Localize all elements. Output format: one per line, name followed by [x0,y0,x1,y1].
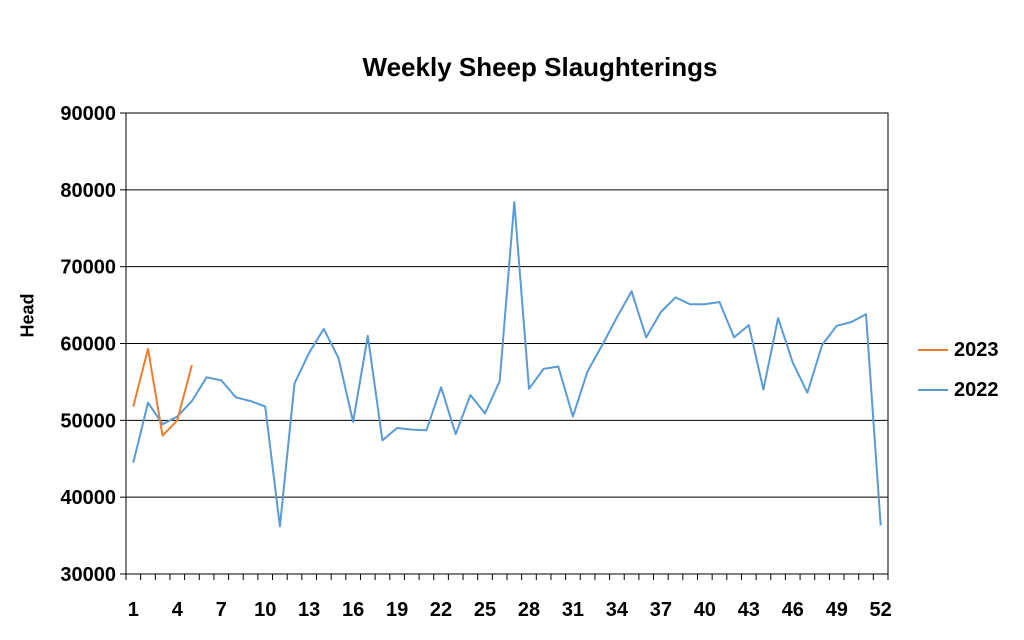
x-tick-label: 43 [738,599,760,621]
series-line-2023 [132,347,193,437]
legend: 2023 2022 [918,330,999,410]
x-tick-label: 1 [128,599,139,621]
x-tick-label: 40 [694,599,716,621]
y-tick-label: 90000 [60,103,116,125]
x-tick-label: 37 [650,599,672,621]
legend-item-2023: 2023 [918,330,999,370]
y-tick-label: 70000 [60,257,116,279]
x-tick-label: 49 [826,599,848,621]
x-tick-label: 10 [254,599,276,621]
y-tick-label: 60000 [60,334,116,356]
series-line-2022 [132,201,882,528]
legend-label-2022: 2022 [954,378,999,401]
x-tick-label: 28 [518,599,540,621]
y-tick-label: 30000 [60,564,116,586]
chart-title: Weekly Sheep Slaughterings [362,52,718,82]
x-tick-label: 25 [474,599,496,621]
x-tick-label: 34 [606,599,629,621]
x-tick-label: 31 [562,599,584,621]
legend-swatch-2023 [918,349,948,351]
y-tick-label: 80000 [60,180,116,202]
y-tick-label: 50000 [60,410,116,432]
legend-item-2022: 2022 [918,370,999,410]
x-tick-label: 7 [216,599,227,621]
x-tick-label: 4 [172,599,184,621]
x-tick-label: 52 [870,599,892,621]
y-tick-label: 40000 [60,487,116,509]
legend-label-2023: 2023 [954,338,999,361]
x-tick-label: 16 [342,599,364,621]
x-tick-label: 19 [386,599,408,621]
legend-swatch-2022 [918,389,948,391]
x-tick-label: 13 [298,599,320,621]
x-tick-label: 22 [430,599,452,621]
x-tick-label: 46 [782,599,804,621]
